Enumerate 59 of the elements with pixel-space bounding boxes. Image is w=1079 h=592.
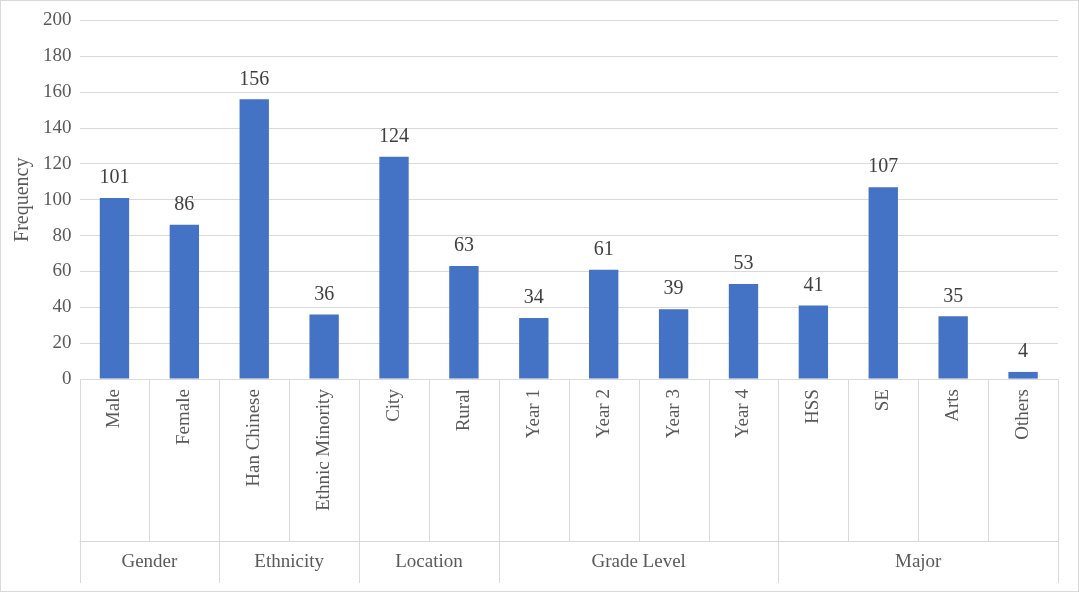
text: Location — [395, 549, 464, 571]
y-tick-label: 200 — [43, 8, 72, 30]
data-label: 63 — [453, 233, 474, 256]
bar — [728, 284, 759, 379]
x-tick-label: Year 2 — [591, 389, 613, 439]
data-label: 39 — [663, 276, 684, 299]
y-tick-label: 180 — [43, 44, 72, 66]
y-tick-label: 40 — [52, 295, 72, 317]
data-label: 35 — [943, 283, 964, 306]
data-label: 107 — [868, 154, 899, 177]
x-tick-label: Han Chinese — [242, 389, 264, 487]
x-tick-label: Year 4 — [731, 388, 753, 439]
data-label: 41 — [803, 272, 824, 295]
x-tick-label: City — [382, 388, 403, 422]
data-label: 61 — [593, 236, 614, 259]
y-tick-label: 140 — [43, 115, 72, 137]
bar — [519, 318, 549, 379]
y-tick-label: 160 — [43, 80, 72, 102]
data-label: 34 — [523, 285, 544, 308]
text: Gender — [121, 549, 179, 571]
bar — [868, 187, 898, 379]
data-label: 36 — [314, 281, 335, 304]
data-label: 86 — [174, 192, 195, 215]
bar — [449, 266, 479, 379]
data-label: 53 — [733, 251, 754, 274]
bar — [169, 224, 200, 379]
text: Ethnicity — [254, 549, 325, 571]
bar — [658, 309, 689, 379]
data-label: 124 — [379, 123, 410, 146]
y-axis-title: Frequency — [10, 157, 34, 242]
x-tick-label: Year 1 — [521, 389, 543, 439]
x-tick-label: HSS — [801, 389, 823, 424]
bar — [798, 305, 829, 379]
x-tick-label: Arts — [941, 389, 963, 422]
bar — [99, 197, 130, 379]
bar — [239, 99, 269, 379]
bar — [309, 314, 339, 379]
x-tick-label: Ethnic Minority — [312, 388, 334, 511]
x-tick-label: Male — [102, 389, 124, 429]
x-tick-label: Female — [172, 389, 194, 446]
data-label: 101 — [99, 165, 130, 188]
y-tick-label: 100 — [43, 187, 72, 209]
x-tick-label: SE — [871, 389, 893, 412]
text: Major — [895, 549, 943, 571]
data-label: 4 — [1018, 339, 1029, 362]
text: Grade Level — [591, 549, 686, 571]
y-tick-label: 0 — [62, 367, 72, 389]
x-tick-label: Year 3 — [661, 389, 683, 439]
y-tick-label: 20 — [52, 331, 72, 353]
x-tick-label: Rural — [451, 389, 473, 432]
bar — [589, 269, 619, 379]
data-label: 156 — [239, 66, 270, 89]
bar — [938, 316, 968, 379]
bar — [379, 156, 409, 379]
y-tick-label: 120 — [43, 151, 72, 173]
y-tick-label: 80 — [52, 223, 72, 245]
x-tick-label: Others — [1011, 389, 1033, 440]
y-tick-label: 60 — [52, 259, 72, 281]
bar — [1008, 371, 1038, 379]
